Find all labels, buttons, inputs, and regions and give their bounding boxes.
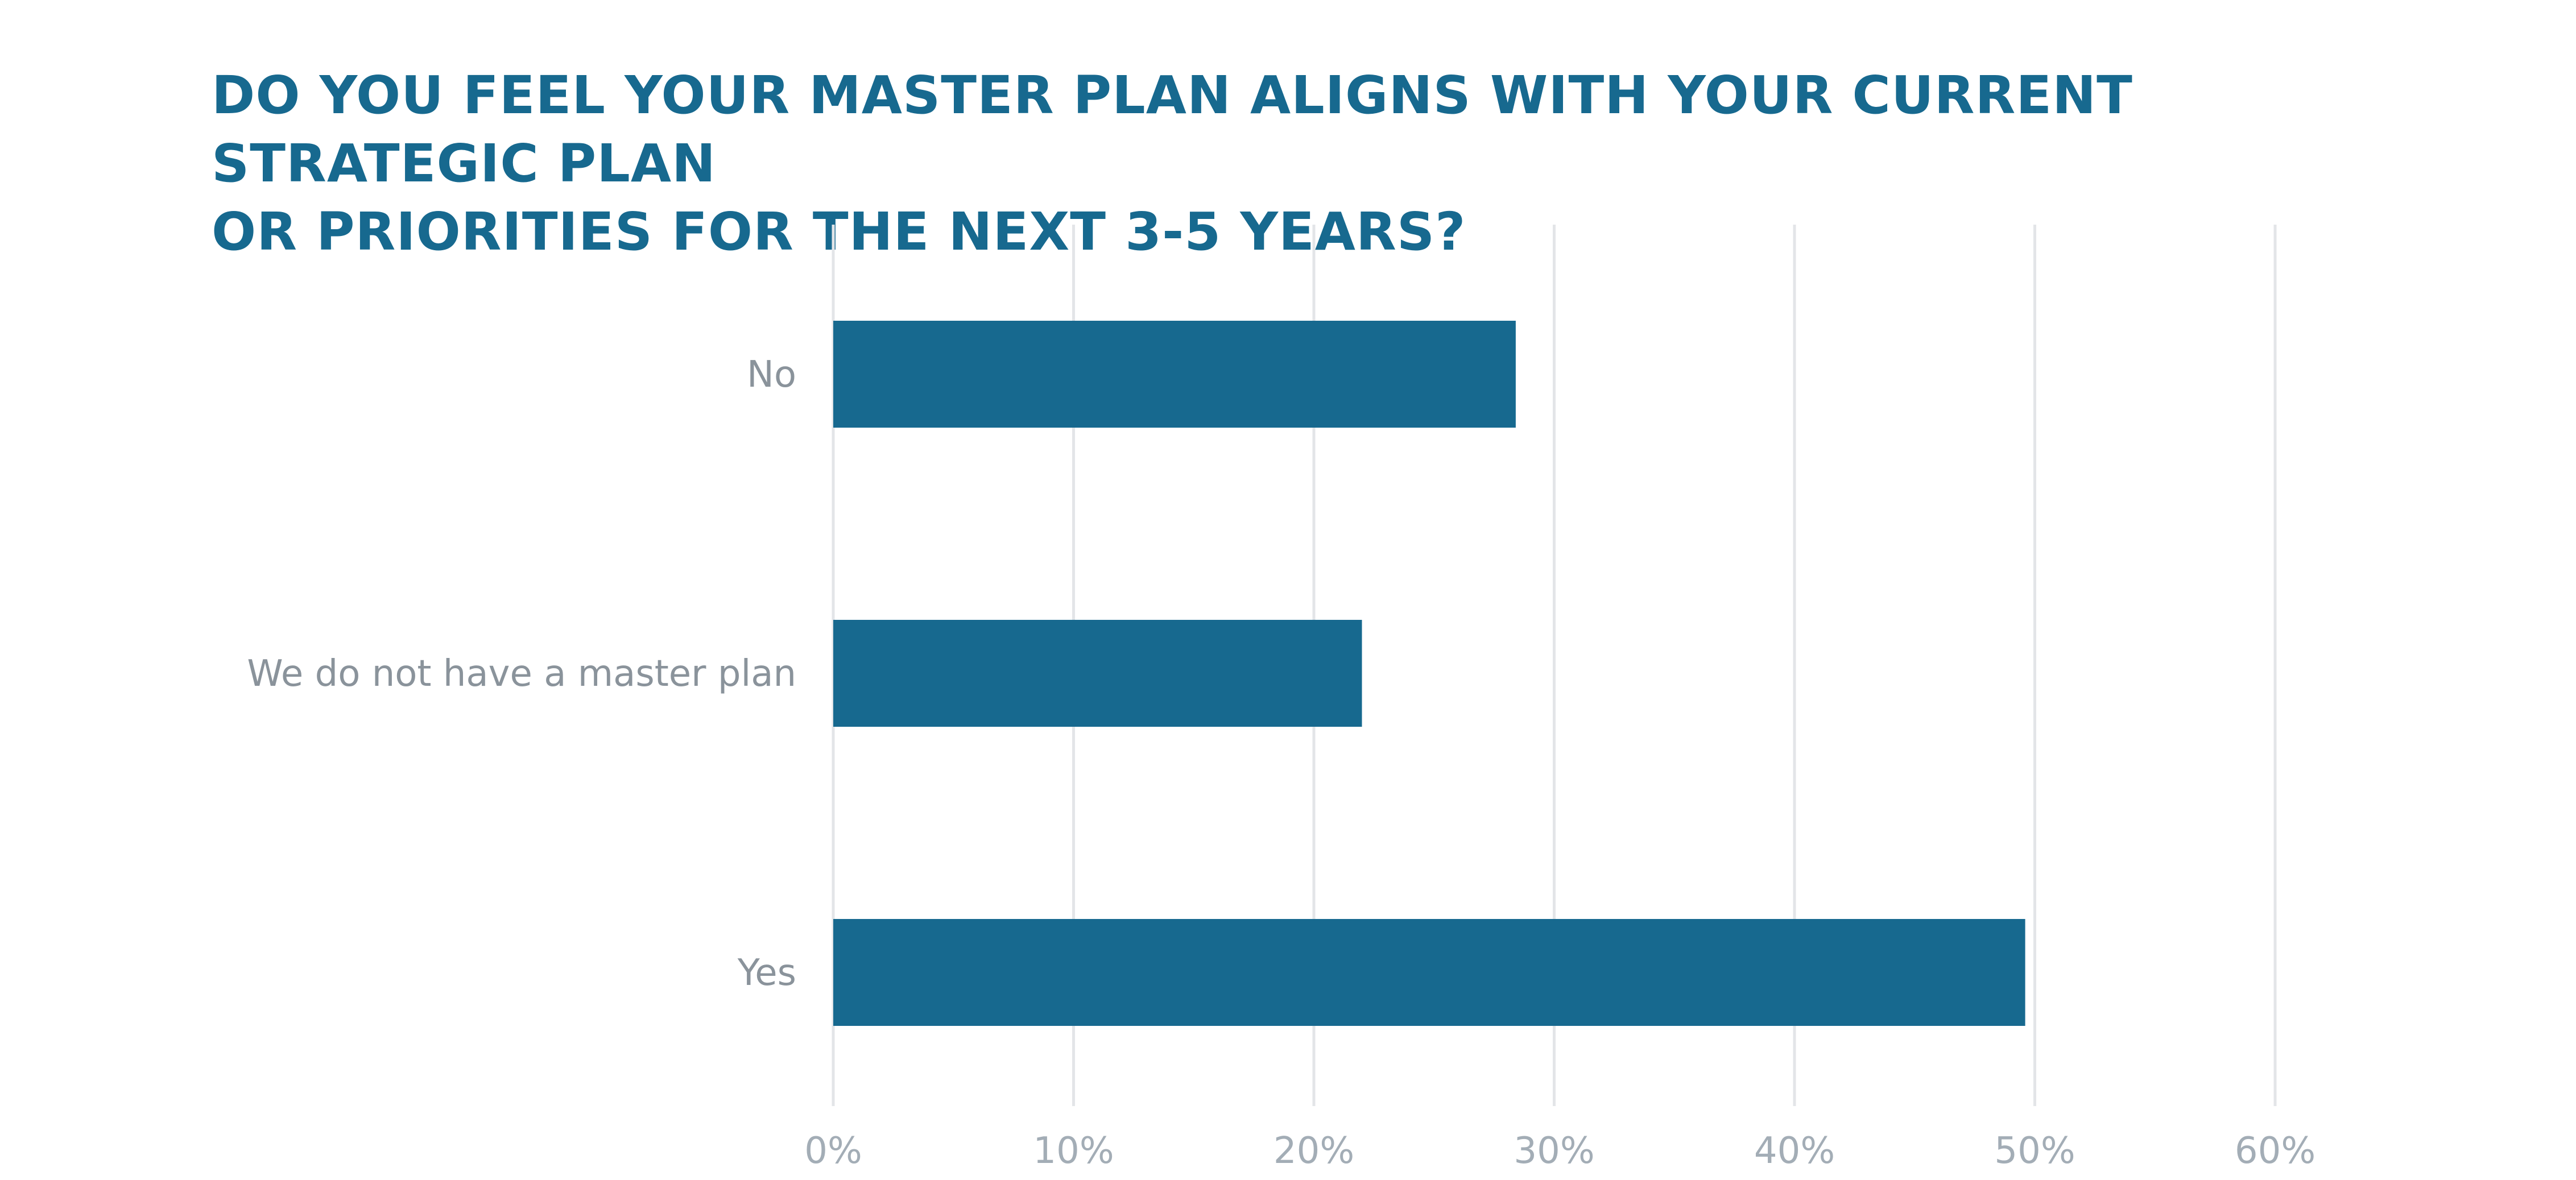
x-tick-label: 60%: [2235, 1130, 2315, 1172]
x-tick-label: 30%: [1514, 1130, 1594, 1172]
x-axis-tick-labels: 0% 10% 20% 30% 40% 50% 60%: [804, 1130, 2315, 1172]
chart-title: DO YOU FEEL YOUR MASTER PLAN ALIGNS WITH…: [212, 61, 2430, 266]
x-tick-label: 0%: [804, 1130, 862, 1172]
category-labels: No We do not have a master plan Yes: [247, 354, 796, 994]
x-tick-label: 40%: [1754, 1130, 1835, 1172]
bar-no: [833, 321, 1516, 428]
bars: [833, 321, 2025, 1026]
category-label: No: [747, 354, 796, 396]
x-tick-label: 10%: [1033, 1130, 1114, 1172]
chart-title-line-2: OR PRIORITIES FOR THE NEXT 3-5 YEARS?: [212, 201, 1466, 262]
category-label: Yes: [737, 952, 796, 994]
bar-we-do-not-have-a-master-plan: [833, 620, 1362, 727]
bar-yes: [833, 919, 2025, 1026]
chart-title-line-1: DO YOU FEEL YOUR MASTER PLAN ALIGNS WITH…: [212, 65, 2133, 194]
category-label: We do not have a master plan: [247, 653, 796, 695]
x-tick-label: 20%: [1273, 1130, 1354, 1172]
x-tick-label: 50%: [1994, 1130, 2075, 1172]
